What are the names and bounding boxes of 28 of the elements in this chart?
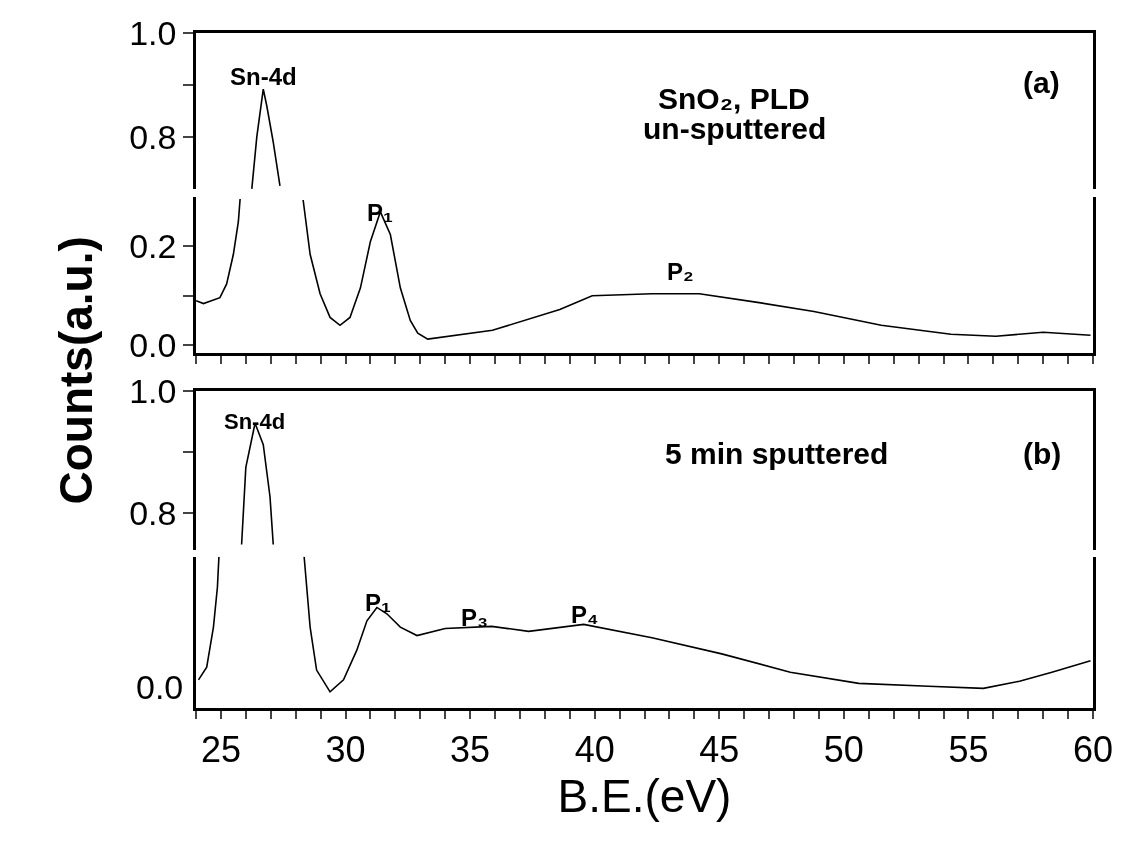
y-tick-label: 0.8	[129, 494, 177, 533]
y-tick-label: 1.0	[129, 371, 177, 410]
annotation: P₂	[667, 258, 694, 285]
y-tick-label: 0.0	[129, 325, 177, 364]
x-tick-label: 60	[1072, 728, 1114, 770]
annotation: P₁	[367, 199, 394, 226]
x-tick-label: 30	[325, 728, 366, 770]
x-tick-label: 55	[948, 728, 989, 770]
annotation: 5 min sputtered	[665, 437, 889, 470]
y-axis-title: Counts(a.u.)	[50, 236, 103, 505]
x-axis-title: B.E.(eV)	[557, 769, 732, 822]
x-tick-label: 50	[823, 728, 864, 770]
y-tick-label: 0.2	[129, 227, 177, 266]
annotation: P₁	[365, 589, 392, 616]
annotation: SnO₂, PLD	[658, 82, 810, 115]
annotation: (a)	[1023, 66, 1060, 99]
annotation: (b)	[1023, 437, 1062, 470]
y-tick-label: 0.8	[129, 117, 177, 156]
x-tick-label: 45	[699, 728, 740, 770]
x-tick-label: 35	[450, 728, 491, 770]
annotation: P₄	[571, 601, 599, 628]
x-tick-label: 40	[574, 728, 615, 770]
annotation: Sn-4d	[224, 409, 286, 434]
y-tick-label: 1.0	[129, 13, 177, 52]
annotation: Sn-4d	[230, 63, 297, 90]
x-tick-label: 25	[200, 728, 241, 770]
line-series	[251, 88, 281, 189]
annotation: P₃	[461, 604, 489, 631]
